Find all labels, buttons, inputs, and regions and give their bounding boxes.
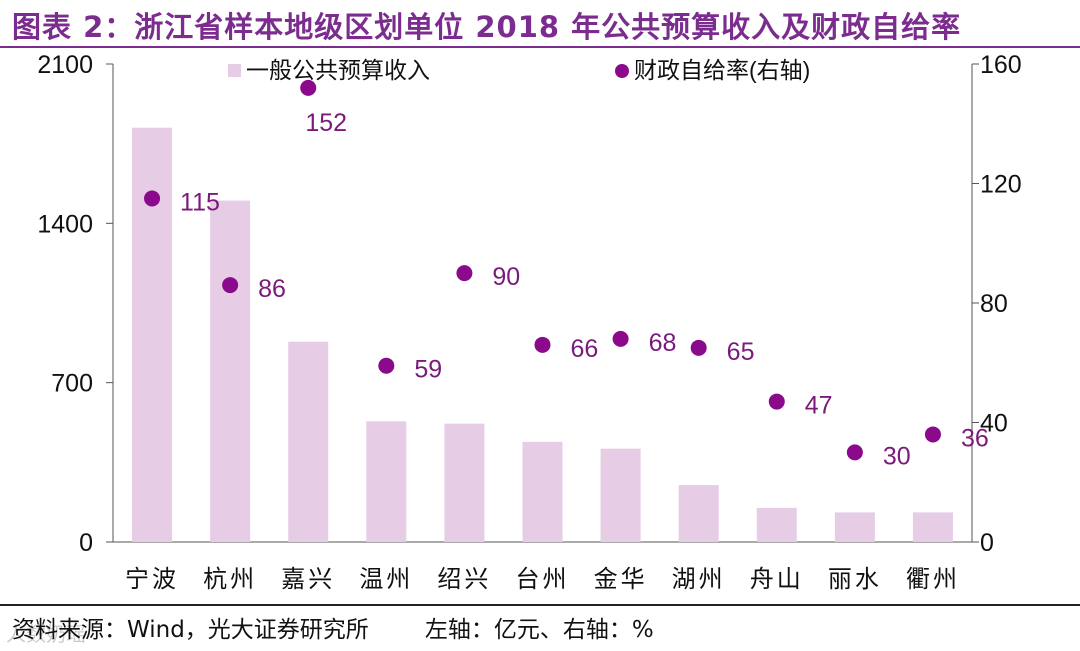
scatter-point <box>222 277 239 294</box>
bar <box>288 341 329 542</box>
data-label: 66 <box>571 335 599 363</box>
data-label: 47 <box>805 392 833 420</box>
bar <box>834 512 875 542</box>
right-tick-label: 160 <box>980 51 1022 79</box>
legend-swatch-dot <box>615 64 629 78</box>
right-tick-label: 40 <box>980 410 1008 438</box>
bar <box>522 441 563 542</box>
chart-title: 图表 2：浙江省样本地级区划单位 2018 年公共预算收入及财政自给率 <box>12 10 962 44</box>
bars-group <box>132 127 953 543</box>
category-label: 舟山 <box>750 566 804 593</box>
bar <box>366 421 407 542</box>
bar <box>678 485 719 542</box>
scatter-point <box>378 357 395 374</box>
left-tick-label: 2100 <box>37 51 93 79</box>
category-label: 台州 <box>516 566 570 593</box>
legend-swatch-bar <box>228 64 241 77</box>
scatter-point <box>534 336 551 353</box>
scatter-point <box>846 444 863 461</box>
source-note: 资料来源：Wind，光大证券研究所 左轴：亿元、右轴：% <box>12 610 654 644</box>
right-tick-label: 0 <box>980 529 994 557</box>
watermark: 人数奶瑶 <box>6 622 86 646</box>
bar <box>600 448 641 542</box>
scatter-point <box>768 393 785 410</box>
data-label: 115 <box>180 188 220 216</box>
right-tick-label: 80 <box>980 290 1008 318</box>
category-label: 绍兴 <box>437 566 491 593</box>
chart-canvas: 0 700 1400 2100 0 40 80 120 160 宁波 杭州 嘉兴 温州 绍兴 台州 金华 湖州舟… <box>37 51 1021 593</box>
footer-rule <box>0 604 1080 606</box>
scatter-point <box>924 426 941 443</box>
axes-group: 0 700 1400 2100 0 40 80 120 160 宁波 杭州 嘉兴 温州 绍兴 台州 金华 湖州舟… <box>37 51 1021 593</box>
dots-group: 115 86 152 59 90 66 68 65 47 30 36 <box>144 79 989 470</box>
scatter-point <box>144 190 161 207</box>
category-label: 杭州 <box>203 566 257 593</box>
bar <box>756 507 797 542</box>
category-label: 温州 <box>359 566 413 593</box>
right-tick-label: 120 <box>980 171 1022 199</box>
category-label: 湖州 <box>672 566 726 593</box>
category-label: 宁波 <box>125 566 179 593</box>
data-label: 65 <box>727 338 755 366</box>
data-label: 68 <box>649 329 677 357</box>
scatter-point <box>690 339 707 356</box>
bar <box>210 200 251 543</box>
legend-group: 一般公共预算收入 财政自给率(右轴) <box>228 57 810 83</box>
data-label: 86 <box>258 275 286 303</box>
bar <box>132 127 173 542</box>
scatter-point <box>300 79 317 96</box>
data-label: 152 <box>305 109 347 137</box>
axis-note: 左轴：亿元、右轴：% <box>424 617 654 643</box>
scatter-point <box>612 330 629 347</box>
data-label: 30 <box>883 442 911 470</box>
bar <box>912 512 953 542</box>
category-label: 丽水 <box>828 566 882 593</box>
data-label: 59 <box>414 356 442 384</box>
category-label: 金华 <box>594 566 648 593</box>
legend-label-bar: 一般公共预算收入 <box>246 57 430 83</box>
left-tick-label: 700 <box>51 370 93 398</box>
legend-label-dot: 财政自给率(右轴) <box>634 57 810 83</box>
scatter-point <box>456 265 473 282</box>
left-tick-label: 0 <box>79 529 93 557</box>
source-text: 资料来源：Wind，光大证券研究所 <box>12 617 369 643</box>
category-label: 衢州 <box>906 566 960 593</box>
title-rule <box>0 46 1080 48</box>
bar <box>444 423 485 542</box>
data-label: 90 <box>492 263 520 291</box>
left-tick-label: 1400 <box>37 210 93 238</box>
data-label: 36 <box>961 424 989 452</box>
category-label: 嘉兴 <box>281 566 335 593</box>
